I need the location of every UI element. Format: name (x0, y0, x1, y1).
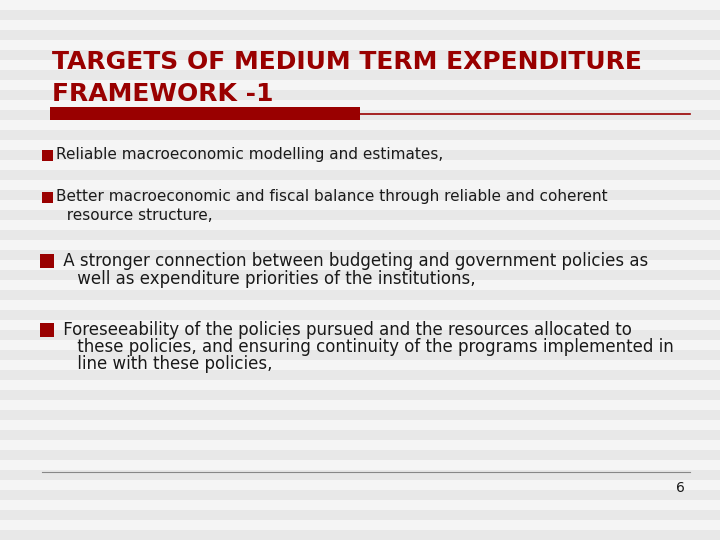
Text: resource structure,: resource structure, (57, 207, 212, 222)
Bar (0, 520, 720, 530)
Bar (0, 500, 720, 510)
Bar (0, 220, 720, 230)
Bar (0, 440, 720, 450)
Bar (0, 480, 720, 490)
Bar (0, 530, 720, 540)
Bar (0, 0, 720, 10)
Text: Better macroeconomic and fiscal balance through reliable and coherent: Better macroeconomic and fiscal balance … (56, 190, 608, 205)
Bar (0, 230, 720, 240)
Bar (0, 40, 720, 50)
Bar (0, 420, 720, 430)
Text: line with these policies,: line with these policies, (72, 355, 272, 373)
Text: these policies, and ensuring continuity of the programs implemented in: these policies, and ensuring continuity … (72, 338, 674, 356)
Bar (0, 80, 720, 90)
Bar (0, 70, 720, 80)
Bar (42, 150, 53, 160)
Bar (0, 460, 720, 470)
Bar (0, 400, 720, 410)
Bar (0, 410, 720, 420)
Bar (0, 260, 720, 270)
Bar (0, 150, 720, 160)
Bar (0, 360, 720, 370)
Text: Reliable macroeconomic modelling and estimates,: Reliable macroeconomic modelling and est… (56, 147, 444, 163)
Bar (0, 390, 720, 400)
Bar (0, 290, 720, 300)
Bar (0, 130, 720, 140)
Bar (0, 510, 720, 520)
Bar (0, 190, 720, 200)
Bar (0, 490, 720, 500)
Bar (0, 270, 720, 280)
Bar (0, 20, 720, 30)
Bar (0, 30, 720, 40)
Bar (0, 200, 720, 210)
Bar (0, 470, 720, 480)
Bar (0, 60, 720, 70)
Bar (0, 300, 720, 310)
Bar (0, 140, 720, 150)
Bar (0, 320, 720, 330)
Bar (0, 210, 720, 220)
Bar (0, 340, 720, 350)
Text: well as expenditure priorities of the institutions,: well as expenditure priorities of the in… (72, 270, 476, 288)
Bar (0, 330, 720, 340)
Bar (0, 170, 720, 180)
Text: FRAMEWORK -1: FRAMEWORK -1 (52, 82, 274, 106)
Bar (42, 192, 53, 202)
Text: TARGETS OF MEDIUM TERM EXPENDITURE: TARGETS OF MEDIUM TERM EXPENDITURE (52, 50, 642, 74)
Bar (0, 350, 720, 360)
Bar (0, 310, 720, 320)
Bar (0, 50, 720, 60)
Bar (0, 280, 720, 290)
Bar (0, 10, 720, 20)
Text: A stronger connection between budgeting and government policies as: A stronger connection between budgeting … (58, 252, 648, 270)
Bar (0, 430, 720, 440)
Bar (0, 180, 720, 190)
Bar (0, 100, 720, 110)
Bar (0, 110, 720, 120)
Bar (50, 107, 360, 120)
Bar (0, 120, 720, 130)
Bar (0, 370, 720, 380)
Bar (0, 250, 720, 260)
Bar (0, 380, 720, 390)
Bar (0, 450, 720, 460)
Bar (0, 160, 720, 170)
Bar (40, 323, 54, 337)
Bar (0, 90, 720, 100)
Text: Foreseeability of the policies pursued and the resources allocated to: Foreseeability of the policies pursued a… (58, 321, 632, 339)
Text: 6: 6 (676, 481, 685, 495)
Bar (40, 254, 54, 268)
Bar (0, 240, 720, 250)
